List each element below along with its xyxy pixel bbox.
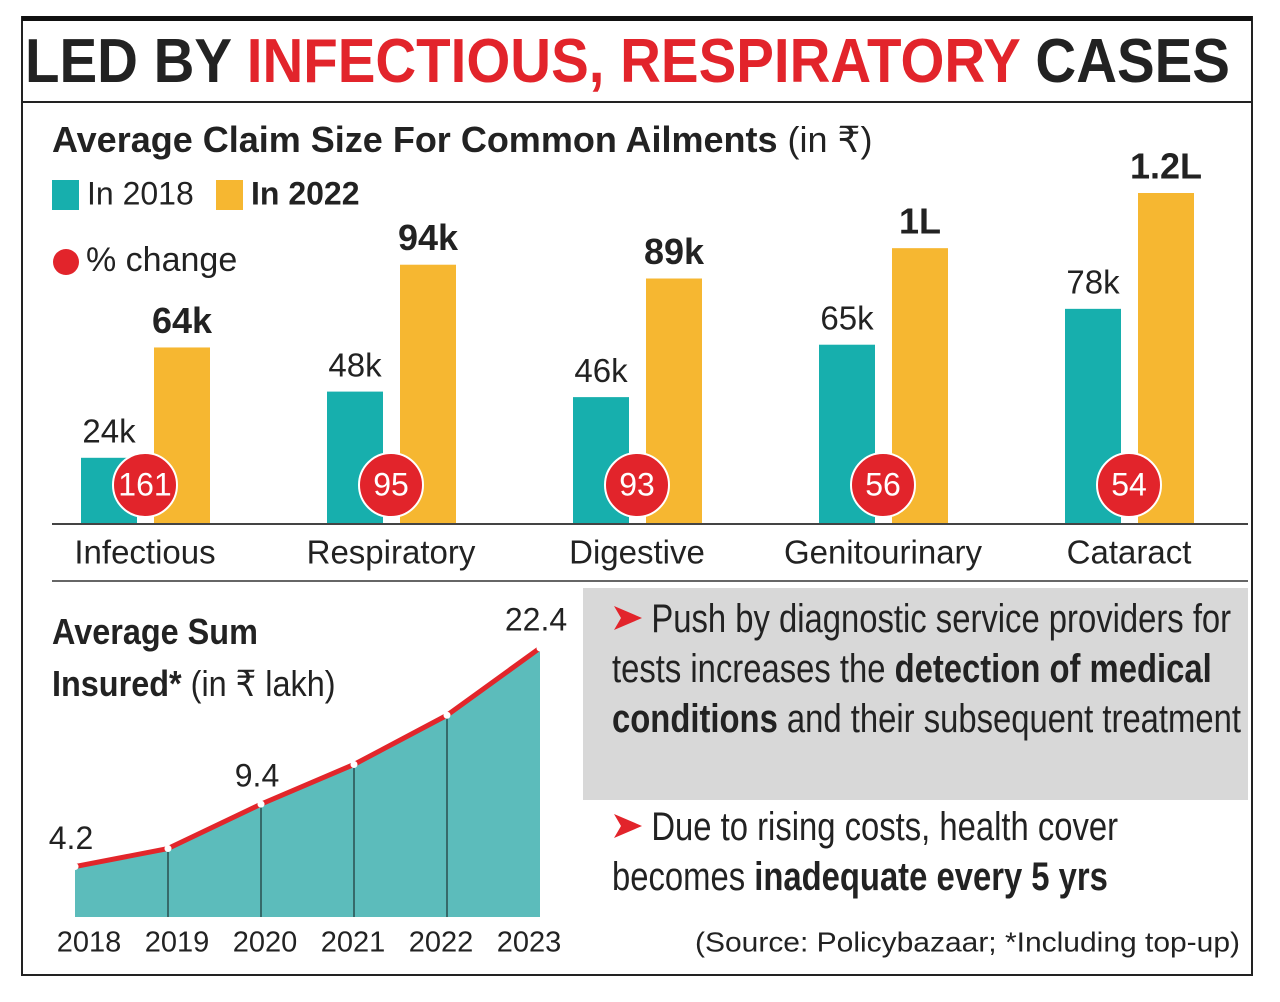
area-chart-title-block: Average Sum Insured* (in ₹ lakh) (52, 606, 349, 710)
bar-value-label: 1.2L (1130, 146, 1202, 187)
point-value-label: 4.2 (49, 820, 93, 856)
line (74, 645, 542, 870)
area-chart-subtitle: (in ₹ lakh) (190, 663, 336, 704)
x-tick-label: 2020 (233, 927, 298, 959)
pct-change-marker (1096, 452, 1162, 518)
legend-label: In 2018 (87, 175, 194, 211)
note-text: Push by diagnostic service providers for… (612, 597, 1232, 691)
x-tick-label: Respiratory (307, 534, 476, 571)
legend-label: In 2022 (251, 175, 360, 211)
note: Due to rising costs, health cover become… (612, 802, 1243, 902)
bar-chart-subtitle: (in ₹) (788, 119, 873, 160)
top-rule (22, 16, 1252, 21)
point-value-label: 9.4 (235, 758, 279, 794)
highlight-box (583, 588, 1248, 800)
bar-chart-title-line: Average Claim Size For Common Ailments (… (52, 119, 872, 160)
headline-part: LED BY (25, 27, 247, 96)
bar-value-label: 48k (328, 346, 382, 383)
bullet-arrow (614, 814, 642, 838)
x-tick-label: Genitourinary (784, 534, 983, 571)
pct-change-marker (850, 452, 916, 518)
note-emphasis: inadequate every 5 yrs (754, 855, 1108, 899)
x-tick-label: Digestive (569, 534, 705, 571)
x-tick-label: 2023 (497, 927, 562, 959)
point (71, 863, 79, 871)
area (75, 648, 540, 917)
note-emphasis: detection of medical conditions (612, 647, 1212, 741)
point (536, 644, 544, 652)
pct-change-label: 54 (1111, 466, 1147, 502)
pct-change-marker (112, 452, 178, 518)
headline: LED BY INFECTIOUS, RESPIRATORY CASES (25, 27, 1230, 96)
x-tick-label: 2019 (145, 927, 210, 959)
note-text: and their subsequent treatment (777, 697, 1241, 741)
point (350, 760, 358, 768)
bar-value-label: 1L (899, 201, 941, 242)
note: Push by diagnostic service providers for… (612, 594, 1243, 744)
legend-marker (53, 249, 79, 275)
bar-value-label: 89k (644, 231, 705, 272)
x-tick-label: Infectious (74, 534, 215, 571)
note-text: Due to rising costs, health cover become… (612, 805, 1119, 899)
pct-change-marker (604, 452, 670, 518)
point (257, 800, 265, 808)
bar-value-label: 65k (820, 299, 874, 336)
legend-label: % change (86, 241, 237, 279)
headline-part: CASES (1020, 27, 1230, 96)
pct-change-label: 93 (619, 466, 655, 502)
bar-value-label: 78k (1066, 264, 1120, 301)
legend-swatch (216, 180, 243, 210)
point-value-label: 22.4 (505, 601, 567, 637)
area-chart-title: Average Sum Insured* (52, 611, 258, 704)
x-tick-label: 2021 (321, 927, 386, 959)
bar-value-label: 64k (152, 300, 213, 341)
bar-chart-title: Average Claim Size For Common Ailments (52, 119, 778, 160)
headline-highlight: INFECTIOUS, RESPIRATORY (247, 27, 1021, 96)
legend-swatch (52, 180, 79, 210)
point (164, 845, 172, 853)
pct-change-label: 95 (373, 466, 409, 502)
source: (Source: Policybazaar; *Including top-up… (695, 926, 1240, 957)
x-tick-label: Cataract (1067, 534, 1192, 571)
point (443, 711, 451, 719)
bar-value-label: 46k (574, 352, 628, 389)
x-tick-label: 2022 (409, 927, 474, 959)
pct-change-label: 161 (118, 466, 171, 502)
bar-value-label: 24k (82, 413, 136, 450)
bullet-arrow (614, 606, 642, 630)
bar-value-label: 94k (398, 217, 459, 258)
pct-change-label: 56 (865, 466, 901, 502)
x-tick-label: 2018 (57, 927, 122, 959)
pct-change-marker (358, 452, 424, 518)
